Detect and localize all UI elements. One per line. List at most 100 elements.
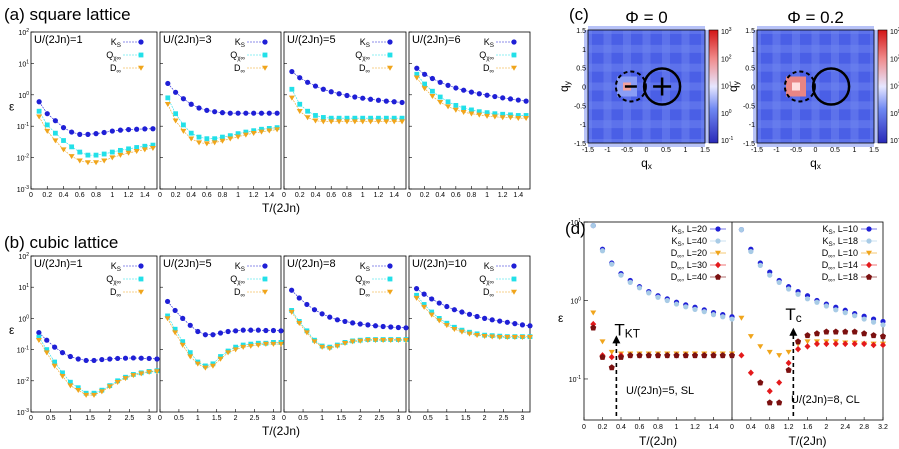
x-tick-label: 0.5 — [830, 147, 840, 154]
data-point — [164, 298, 171, 305]
data-point — [195, 328, 201, 335]
x-tick-label: 3 — [396, 415, 400, 422]
data-point — [320, 119, 327, 125]
y-tick-label: 0.5 — [576, 66, 586, 73]
data-point — [870, 319, 877, 325]
x-tick-label: 1.4 — [140, 192, 150, 199]
data-point — [172, 326, 178, 332]
y-tick-label: 102 — [18, 252, 29, 261]
data-point — [692, 352, 698, 359]
data-point — [203, 141, 210, 147]
data-point — [519, 322, 526, 328]
x-tick-label: 1.5 — [212, 415, 222, 422]
legend-marker — [387, 39, 393, 45]
data-point — [328, 119, 335, 125]
data-point — [352, 94, 358, 100]
legend-marker — [715, 238, 721, 244]
data-point — [319, 311, 325, 317]
data-point — [683, 304, 689, 310]
legend-label: KS — [360, 37, 370, 49]
heatmap-phi02: Φ = 0.2 -1.5-1.5 -1 -1 -0.5 -0.5 0 0 0.5 0.5 1 1 1.5… — [726, 8, 899, 171]
data-point — [870, 332, 877, 339]
data-point — [288, 95, 295, 101]
x-tick-label: 0.6 — [635, 424, 645, 431]
legend-label: Qχ∞ — [106, 274, 121, 286]
data-point — [209, 363, 216, 369]
y-tick-label: 10-2 — [17, 154, 29, 163]
data-point — [67, 353, 73, 360]
data-point — [235, 134, 242, 140]
x-tick-label: 2.4 — [840, 424, 850, 431]
panel-d-ylabel: ε — [558, 311, 564, 325]
data-point — [233, 328, 239, 334]
data-point — [194, 361, 201, 367]
y-tick-label: 101 — [18, 283, 29, 292]
x-tick-label: 1.4 — [513, 192, 523, 199]
data-point — [476, 109, 482, 115]
data-point — [60, 147, 67, 153]
data-point — [258, 129, 265, 135]
data-point — [452, 107, 459, 113]
data-point — [414, 292, 419, 298]
data-point — [342, 341, 348, 347]
data-point — [172, 307, 178, 314]
subplot-frame — [408, 31, 531, 190]
x-tick-label: -1 — [773, 147, 779, 154]
x-tick-label: 0.2 — [171, 192, 181, 199]
data-point — [326, 346, 333, 352]
x-axis-label: T/(2Jn) — [639, 434, 677, 448]
data-point — [336, 119, 343, 125]
x-tick-label: -0.5 — [790, 147, 802, 154]
data-point — [349, 339, 356, 345]
data-point — [219, 110, 226, 116]
data-point — [842, 310, 848, 316]
data-point — [636, 285, 643, 291]
data-point — [142, 126, 148, 132]
colorbar-tick-label: 10-1 — [721, 136, 733, 145]
x-tick-label: 2.8 — [859, 424, 869, 431]
data-point — [150, 126, 156, 132]
tkt-arrowhead — [612, 335, 621, 344]
data-point — [61, 138, 66, 143]
data-point — [357, 321, 363, 327]
x-tick-label: 1 — [68, 415, 72, 422]
data-point — [437, 94, 443, 100]
data-point — [255, 327, 261, 333]
x-tick-label: 0 — [814, 147, 818, 154]
data-point — [320, 115, 326, 120]
data-point — [861, 316, 867, 322]
data-point — [35, 338, 42, 344]
data-point — [673, 352, 680, 359]
data-point — [512, 321, 518, 327]
data-point — [117, 127, 124, 133]
data-point — [636, 352, 643, 359]
heatmap-stripe — [757, 120, 874, 129]
heatmap-stripe — [588, 101, 705, 110]
x-tick-label: 1.6 — [803, 424, 813, 431]
x-tick-label: 2 — [108, 415, 112, 422]
data-point — [179, 342, 186, 348]
data-point — [106, 384, 113, 390]
data-point — [365, 322, 371, 328]
data-point — [187, 322, 193, 328]
y-tick-label: 10-2 — [17, 377, 29, 386]
data-point — [710, 352, 717, 359]
data-point — [305, 108, 311, 114]
data-point — [220, 134, 225, 140]
data-point — [504, 334, 511, 340]
data-point — [44, 337, 50, 343]
data-point — [289, 86, 295, 92]
data-point — [413, 286, 420, 292]
data-point — [804, 343, 811, 350]
data-point — [107, 356, 113, 362]
panel-a-title: (a) square lattice — [4, 5, 131, 24]
x-tick-label: 1.4 — [264, 192, 274, 199]
series-line — [416, 297, 530, 338]
x-axis-label: qx — [641, 156, 653, 171]
x-tick-label: 2 — [234, 415, 238, 422]
data-point — [590, 222, 596, 229]
data-point — [364, 338, 371, 344]
data-point — [328, 115, 334, 121]
x-tick-label: 0.6 — [326, 192, 336, 199]
